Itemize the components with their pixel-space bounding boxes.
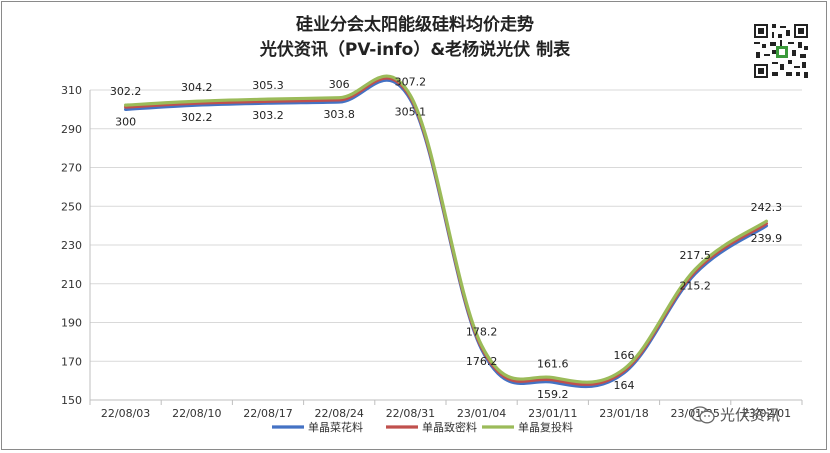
- x-tick-label: 22/08/24: [314, 407, 363, 420]
- x-tick-label: 22/08/03: [101, 407, 150, 420]
- legend-label-3: 单晶复投料: [518, 420, 573, 434]
- x-tick-label: 23/01/04: [457, 407, 506, 420]
- data-label-lower: 300: [115, 115, 136, 128]
- data-label-upper: 306: [329, 78, 350, 91]
- data-label-upper: 304.2: [181, 81, 213, 94]
- data-label-upper: 178.2: [466, 325, 498, 338]
- data-label-lower: 176.2: [466, 355, 498, 368]
- x-tick-label: 23/01/11: [528, 407, 577, 420]
- data-label-lower: 303.8: [323, 108, 355, 121]
- watermark: 光伏资讯: [690, 404, 780, 425]
- y-tick-label: 290: [61, 123, 82, 136]
- data-label-lower: 164: [614, 379, 635, 392]
- series-line-2: [124, 76, 768, 386]
- x-tick-label: 22/08/17: [243, 407, 292, 420]
- data-label-lower: 159.2: [537, 388, 569, 401]
- y-tick-label: 150: [61, 394, 82, 407]
- y-tick-label: 170: [61, 355, 82, 368]
- x-tick-label: 23/01/18: [599, 407, 648, 420]
- legend-label-2: 单晶致密料: [422, 420, 477, 434]
- wechat-icon: [690, 405, 715, 423]
- data-label-upper: 242.3: [751, 201, 783, 214]
- data-label-lower: 302.2: [181, 111, 213, 124]
- data-label-lower: 305.1: [395, 105, 427, 118]
- data-label-upper: 305.3: [252, 79, 284, 92]
- data-label-upper: 161.6: [537, 358, 569, 371]
- qr-code: [752, 22, 810, 80]
- y-tick-label: 190: [61, 317, 82, 330]
- y-tick-label: 270: [61, 162, 82, 175]
- data-label-upper: 217.5: [679, 249, 711, 262]
- chart-subtitle: 光伏资讯（PV-info）&老杨说光伏 制表: [259, 40, 571, 60]
- data-label-lower: 303.2: [252, 109, 284, 122]
- y-tick-label: 230: [61, 239, 82, 252]
- x-tick-label: 22/08/10: [172, 407, 221, 420]
- series-line-3: [124, 74, 768, 384]
- y-tick-label: 310: [61, 84, 82, 97]
- data-label-lower: 239.9: [751, 232, 783, 245]
- data-label-lower: 215.2: [679, 280, 711, 293]
- chart-title: 硅业分会太阳能级硅料均价走势: [296, 15, 534, 35]
- y-tick-label: 250: [61, 200, 82, 213]
- series-line-1: [124, 78, 768, 389]
- data-label-upper: 307.2: [395, 75, 427, 88]
- data-label-upper: 166: [614, 349, 635, 362]
- y-tick-label: 210: [61, 278, 82, 291]
- watermark-text: 光伏资讯: [720, 406, 781, 424]
- x-tick-label: 22/08/31: [386, 407, 435, 420]
- x-tick-label: 23/02/01: [742, 407, 791, 420]
- legend-label-1: 单晶菜花料: [308, 420, 363, 434]
- data-label-upper: 302.2: [110, 85, 142, 98]
